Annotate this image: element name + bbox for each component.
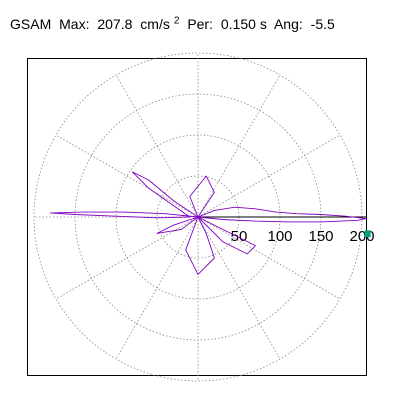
radial-tick-label: 100 [267,228,292,245]
max-marker [364,230,371,238]
orbit-trace [49,171,367,275]
max-unit-base: cm/s [140,15,170,32]
max-value: 207.8 [97,15,133,32]
per-label: Per: [187,15,213,32]
max-unit: cm/s 2 [140,15,180,32]
grid-spoke [197,134,341,218]
ang-value: -5.5 [310,15,335,32]
max-label: Max: [59,15,90,32]
chart-title: GSAM Max: 207.8 cm/s 2 Per: 0.150 s Ang: … [10,15,339,32]
component-label: GSAM [10,15,52,32]
grid-spoke [115,216,199,360]
grid-spoke [197,74,281,218]
radial-tick-label: 150 [308,228,333,245]
grid-spoke [55,216,199,300]
grid-spoke [55,134,199,218]
grid-spoke [197,216,341,300]
radial-tick-label: 50 [231,228,248,245]
radial-tick-label: 200 [349,228,374,245]
grid-spoke [197,216,281,360]
ang-label: Ang: [273,15,303,32]
max-unit-exponent: 2 [173,15,180,26]
per-value: 0.150 s [220,15,267,32]
grid-spoke [115,74,199,218]
